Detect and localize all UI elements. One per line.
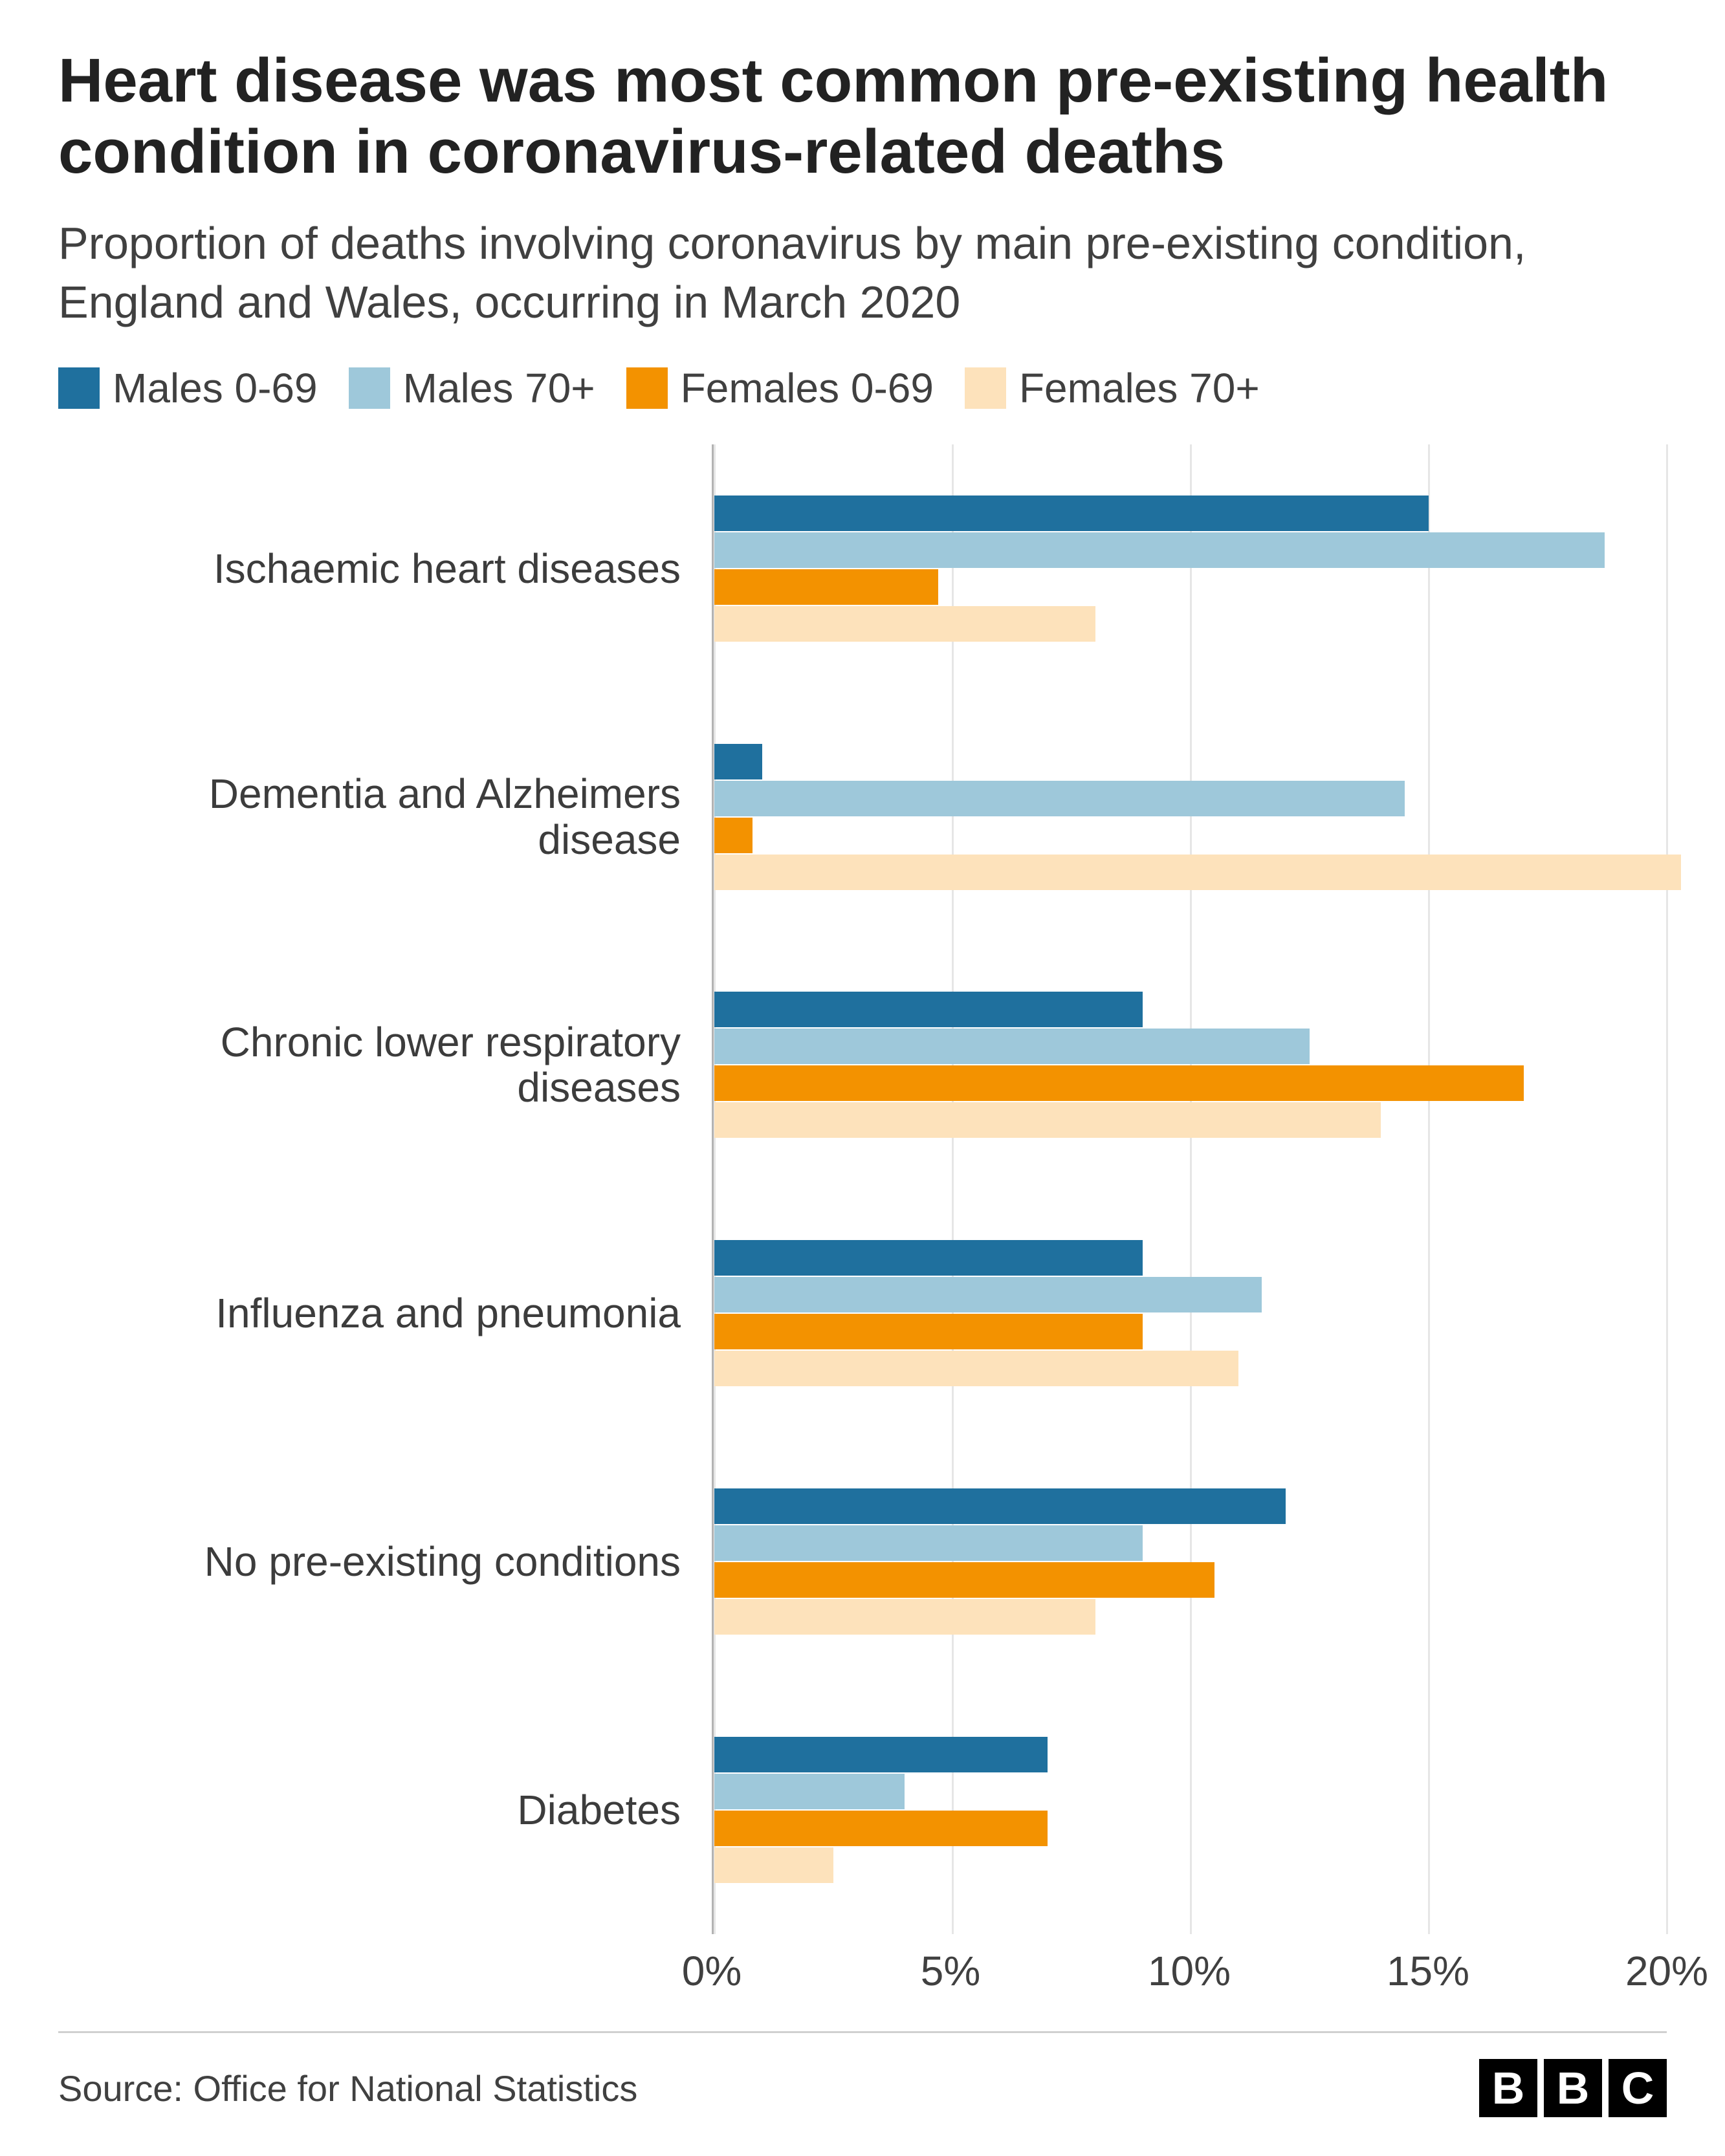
- bar: [714, 781, 1405, 816]
- plot-area: Ischaemic heart diseasesDementia and Alz…: [58, 444, 1667, 2005]
- legend-item: Females 70+: [965, 364, 1260, 412]
- chart-subtitle: Proportion of deaths involving coronavir…: [58, 214, 1667, 332]
- x-tick-label: 15%: [1387, 1947, 1469, 1995]
- bar: [714, 1065, 1524, 1101]
- category-label: Influenza and pneumonia: [58, 1189, 712, 1437]
- bar: [714, 606, 1095, 642]
- x-axis: 0%5%10%15%20%: [58, 1934, 1667, 2005]
- chart-container: Heart disease was most common pre-existi…: [0, 0, 1725, 2156]
- legend: Males 0-69 Males 70+ Females 0-69 Females 7…: [58, 364, 1667, 412]
- bar: [714, 569, 938, 605]
- bar: [714, 992, 1143, 1027]
- source-text: Source: Office for National Statistics: [58, 2067, 637, 2109]
- bar: [714, 1525, 1143, 1561]
- bars-inner: [714, 444, 1667, 1934]
- x-axis-ticks: 0%5%10%15%20%: [712, 1947, 1667, 2005]
- bar: [714, 1102, 1381, 1138]
- bar-group: [714, 941, 1667, 1190]
- legend-label: Males 70+: [403, 364, 595, 412]
- x-tick-label: 20%: [1625, 1947, 1708, 1995]
- bar: [714, 1029, 1310, 1064]
- bar: [714, 818, 753, 853]
- legend-label: Females 70+: [1019, 364, 1260, 412]
- legend-swatch: [626, 367, 668, 409]
- category-label: Ischaemic heart diseases: [58, 444, 712, 693]
- footer: Source: Office for National Statistics B…: [58, 2031, 1667, 2117]
- bar: [714, 495, 1429, 531]
- bar: [714, 1240, 1143, 1276]
- bar: [714, 1277, 1262, 1312]
- bar: [714, 532, 1605, 568]
- category-label: No pre-existing conditions: [58, 1437, 712, 1686]
- bar-group: [714, 444, 1667, 693]
- category-label: Diabetes: [58, 1686, 712, 1934]
- bar: [714, 744, 762, 779]
- bbc-logo: BBC: [1479, 2059, 1667, 2117]
- bbc-logo-box: B: [1544, 2059, 1602, 2117]
- x-tick-label: 5%: [921, 1947, 981, 1995]
- bar-group: [714, 1189, 1667, 1437]
- bar: [714, 1811, 1048, 1846]
- bar: [714, 1599, 1095, 1635]
- plot-body: Ischaemic heart diseasesDementia and Alz…: [58, 444, 1667, 1934]
- legend-item: Males 0-69: [58, 364, 318, 412]
- bbc-logo-box: B: [1479, 2059, 1537, 2117]
- bar: [714, 855, 1681, 890]
- legend-label: Males 0-69: [113, 364, 318, 412]
- bar-group: [714, 1437, 1667, 1686]
- x-tick-label: 10%: [1148, 1947, 1231, 1995]
- legend-swatch: [58, 367, 100, 409]
- x-tick-label: 0%: [682, 1947, 742, 1995]
- bar: [714, 1847, 833, 1883]
- legend-item: Females 0-69: [626, 364, 934, 412]
- bar: [714, 1351, 1238, 1386]
- bbc-logo-box: C: [1609, 2059, 1667, 2117]
- bar: [714, 1488, 1286, 1524]
- category-label: Chronic lower respiratory diseases: [58, 941, 712, 1190]
- bar-group: [714, 1686, 1667, 1934]
- legend-label: Females 0-69: [681, 364, 934, 412]
- category-labels: Ischaemic heart diseasesDementia and Alz…: [58, 444, 712, 1934]
- bar: [714, 1562, 1214, 1598]
- category-label: Dementia and Alzheimers disease: [58, 693, 712, 941]
- bar-group: [714, 693, 1667, 941]
- legend-item: Males 70+: [349, 364, 595, 412]
- legend-swatch: [965, 367, 1006, 409]
- bar: [714, 1774, 905, 1809]
- bar: [714, 1314, 1143, 1349]
- chart-title: Heart disease was most common pre-existi…: [58, 45, 1667, 188]
- bar: [714, 1737, 1048, 1772]
- bars-zone: [712, 444, 1667, 1934]
- legend-swatch: [349, 367, 390, 409]
